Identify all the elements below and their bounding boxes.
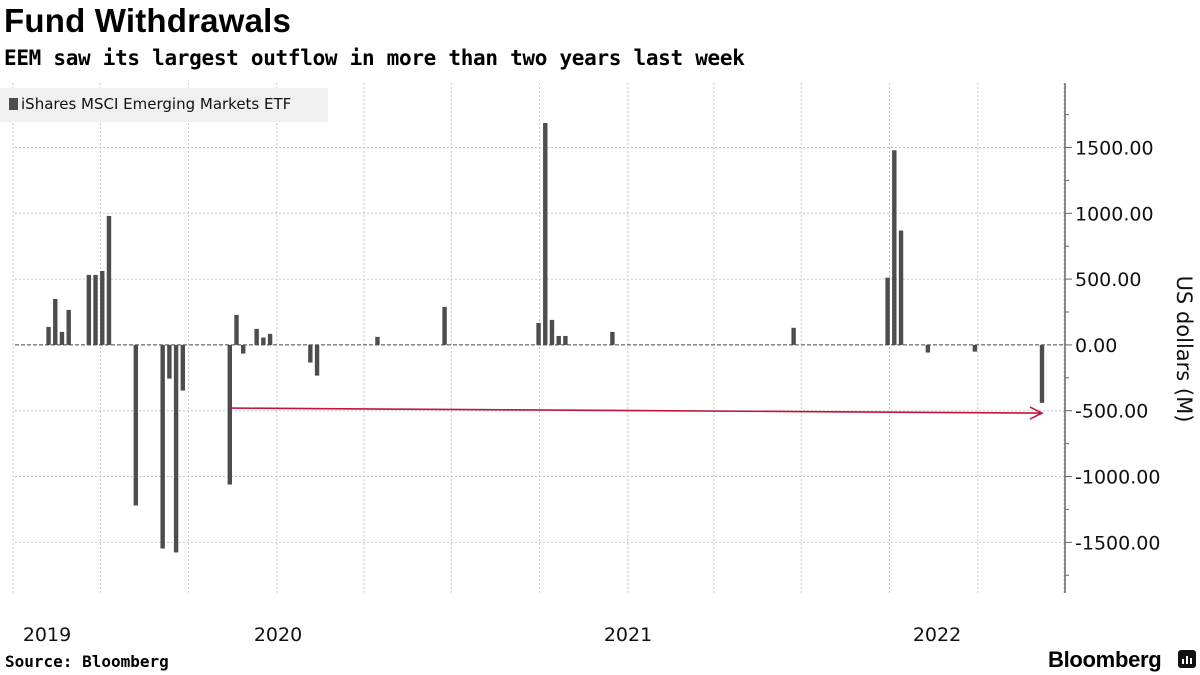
bar [442,306,447,345]
bar [791,327,796,345]
bar [133,344,139,506]
bar [267,333,273,345]
x-tick-label: 2020 [254,624,302,646]
bar [234,314,239,345]
y-tick-label: 0.00 [1075,335,1117,357]
bloomberg-logo: Bloomberg [1048,647,1162,672]
y-tick-label: -500.00 [1075,401,1148,423]
y-tick-label: 1000.00 [1075,203,1154,225]
y-tick-label: 1500.00 [1075,137,1154,159]
bar [173,344,179,553]
bar [549,319,555,345]
bar [53,298,58,345]
y-axis-label: US dollars (M) [1172,275,1196,423]
annotation-arrow-line [229,407,1042,414]
bar [556,335,561,345]
source-note: Source: Bloomberg [5,652,169,671]
bar [254,328,259,345]
bar [106,215,112,345]
bar [543,123,548,345]
x-tick-label: 2022 [913,624,961,646]
chart-title: Fund Withdrawals [4,2,292,39]
legend-label: iShares MSCI Emerging Markets ETF [21,95,292,113]
bar [885,277,890,345]
bar [86,274,92,345]
bar [563,335,568,345]
bar [1039,344,1045,403]
bar [261,337,266,345]
bar [160,344,165,549]
bar [314,344,320,376]
bar [536,322,541,345]
x-tick-label: 2021 [604,624,652,646]
y-tick-label: -1500.00 [1075,532,1160,554]
bar [180,344,186,391]
bar [167,344,172,379]
y-tick-label: 500.00 [1075,269,1141,291]
bar [66,309,71,345]
bar [375,336,380,345]
bar [308,344,313,363]
x-tick-label: 2019 [23,624,71,646]
annotation-arrow-head [1029,406,1044,420]
bar [100,270,105,345]
bar [610,331,615,345]
legend-swatch [9,98,18,110]
bar [93,274,98,345]
bar [925,344,931,353]
legend: iShares MSCI Emerging Markets ETF [0,88,328,122]
bar [241,344,246,354]
bar [59,331,65,345]
bar [46,326,51,345]
bar [892,150,897,345]
bloomberg-chart-icon [1178,650,1196,668]
y-tick-label: -1000.00 [1075,467,1160,489]
bar [972,344,978,352]
bar [227,344,232,485]
bar [898,230,904,345]
chart-subtitle: EEM saw its largest outflow in more than… [4,46,745,70]
